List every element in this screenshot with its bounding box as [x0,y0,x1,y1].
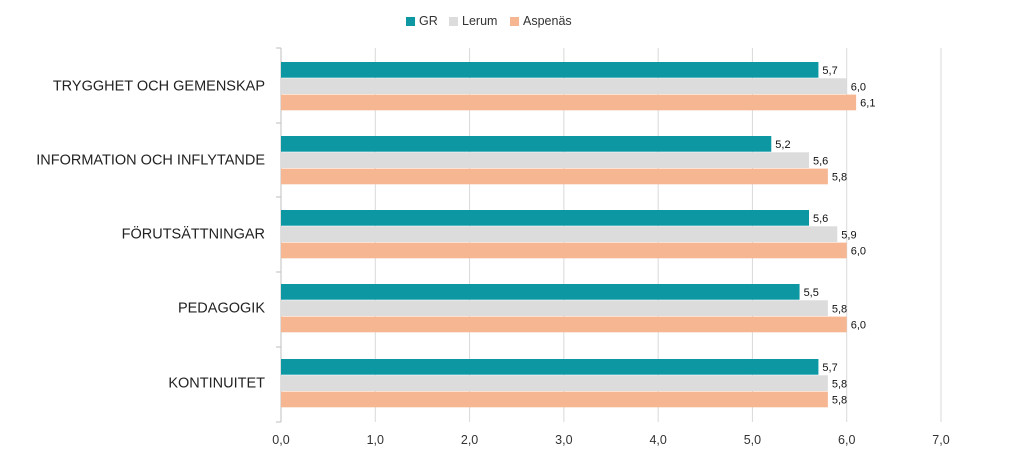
legend-label: Lerum [462,14,498,28]
x-tick-label: 7,0 [932,433,949,447]
legend-item: GR [406,13,438,29]
data-label: 5,7 [822,65,837,77]
legend-item: Aspenäs [510,13,572,29]
bar [281,359,819,375]
category-label: KONTINUITET [168,375,265,391]
bar [281,242,847,259]
bar [281,391,828,408]
bar [281,62,819,78]
data-label: 5,8 [832,172,847,184]
bar [281,94,857,111]
data-label: 6,0 [851,81,866,93]
data-label: 5,5 [804,287,819,299]
category-label: INFORMATION OCH INFLYTANDE [36,152,265,168]
x-tick-label: 5,0 [744,433,761,447]
legend: GR Lerum Aspenäs [0,13,1024,29]
legend-label: GR [419,14,438,28]
bar [281,316,847,333]
bar [281,375,828,391]
x-tick-label: 1,0 [367,433,384,447]
legend-label: Aspenäs [523,14,572,28]
legend-swatch [510,16,519,26]
x-tick-label: 6,0 [838,433,855,447]
bar [281,136,772,152]
category-label: TRYGGHET OCH GEMENSKAP [53,78,265,94]
data-label: 5,2 [775,139,790,151]
bar [281,210,809,226]
bar [281,152,809,168]
data-label: 5,8 [832,303,847,315]
data-label: 5,9 [841,229,856,241]
legend-item: Lerum [449,13,497,29]
legend-swatch [406,16,415,26]
data-label: 5,6 [813,213,828,225]
data-label: 5,8 [832,378,847,390]
bar [281,168,828,185]
bar [281,300,828,316]
x-tick-label: 4,0 [649,433,666,447]
data-label: 6,0 [851,320,866,332]
data-label: 6,1 [860,98,875,110]
legend-swatch [449,16,458,26]
category-label: FÖRUTSÄTTNINGAR [122,224,265,242]
data-label: 5,6 [813,155,828,167]
x-tick-label: 3,0 [555,433,572,447]
data-label: 5,7 [822,362,837,374]
bar [281,226,838,242]
category-label: PEDAGOGIK [178,300,265,316]
data-label: 6,0 [851,246,866,258]
bar [281,78,847,94]
x-tick-label: 2,0 [461,433,478,447]
data-label: 5,8 [832,395,847,407]
x-tick-label: 0,0 [272,433,289,447]
bar [281,284,800,300]
